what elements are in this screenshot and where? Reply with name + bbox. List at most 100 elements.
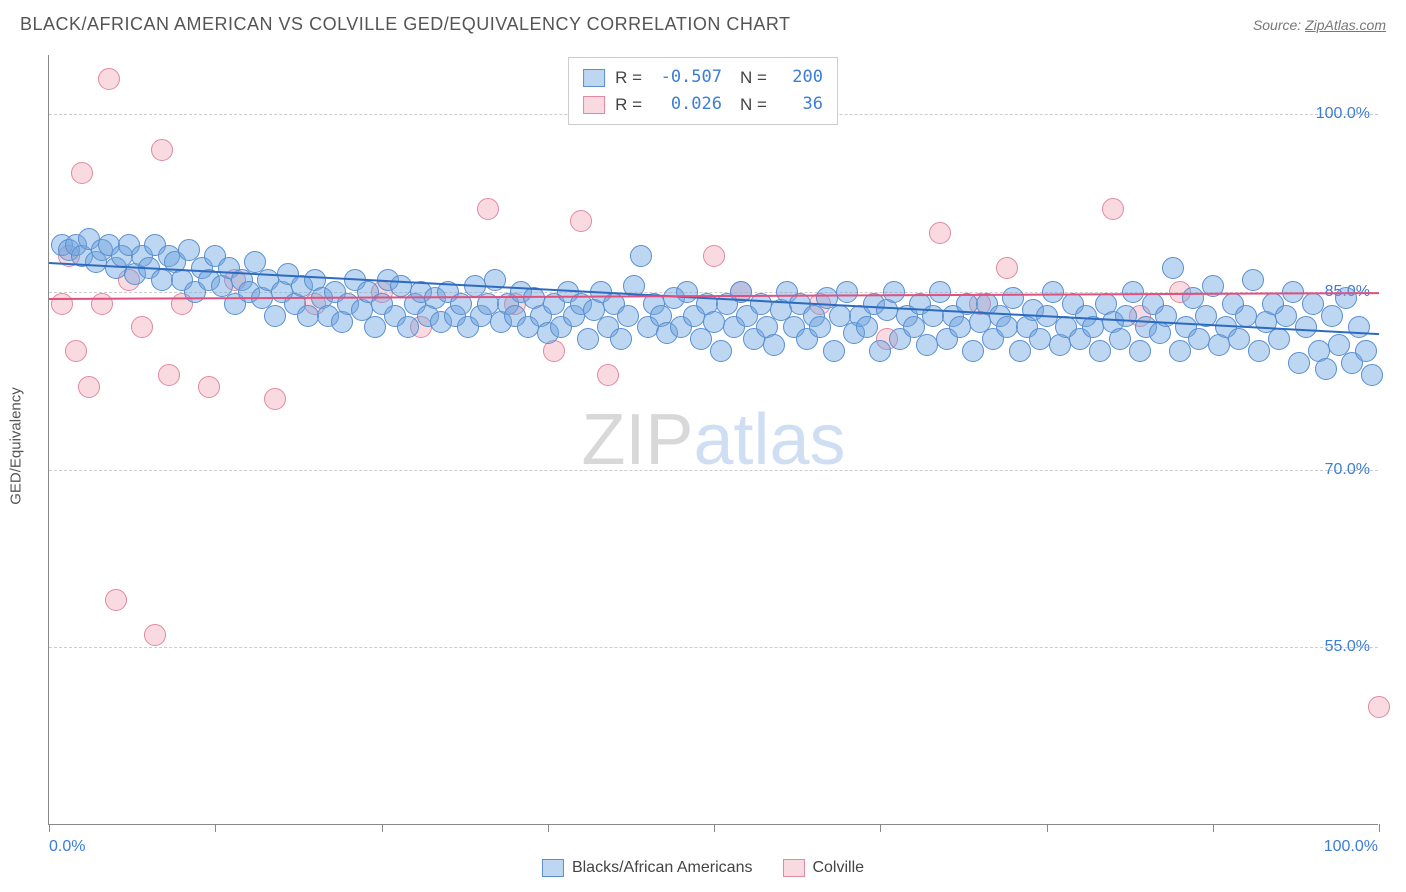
data-point [703,311,725,333]
y-tick-label: 100.0% [1316,105,1370,123]
legend-swatch [782,859,804,877]
data-point [1248,340,1270,362]
data-point [996,257,1018,279]
data-point [1335,287,1357,309]
data-point [1361,364,1383,386]
legend-item: Blacks/African Americans [542,859,753,877]
data-point [630,245,652,267]
data-point [158,364,180,386]
legend-swatch [542,859,564,877]
y-axis-title: GED/Equivalency [8,387,25,505]
data-point [1009,340,1031,362]
data-point [809,316,831,338]
data-point [1042,281,1064,303]
data-point [98,68,120,90]
data-point [1162,257,1184,279]
data-point [962,340,984,362]
x-tick [714,824,715,832]
legend-correlation: R =-0.507N =200R =0.026N =36 [568,57,838,125]
gridline [49,470,1378,471]
legend-swatch [583,69,605,87]
y-tick-label: 55.0% [1325,638,1370,656]
data-point [151,139,173,161]
data-point [297,305,319,327]
data-point [1115,305,1137,327]
legend-series: Blacks/African Americans Colville [542,859,864,877]
legend-swatch [583,96,605,114]
data-point [676,281,698,303]
data-point [131,316,153,338]
legend-row: R =0.026N =36 [583,91,823,118]
data-point [51,293,73,315]
data-point [996,316,1018,338]
data-point [1355,340,1377,362]
data-point [1169,340,1191,362]
x-tick [382,824,383,832]
plot-area: ZIPatlas 55.0%70.0%85.0%100.0%0.0%100.0% [48,55,1378,825]
data-point [763,334,785,356]
x-tick [49,824,50,832]
data-point [1315,358,1337,380]
data-point [929,281,951,303]
data-point [144,624,166,646]
data-point [1029,328,1051,350]
data-point [198,376,220,398]
data-point [1321,305,1343,327]
data-point [1268,328,1290,350]
data-point [65,340,87,362]
x-axis-max-label: 100.0% [1324,838,1378,856]
data-point [364,316,386,338]
data-point [916,334,938,356]
data-point [570,210,592,232]
legend-label: Blacks/African Americans [572,859,753,877]
y-tick-label: 70.0% [1325,461,1370,479]
data-point [577,328,599,350]
x-tick [215,824,216,832]
data-point [105,589,127,611]
data-point [1228,328,1250,350]
legend-item: Colville [782,859,864,877]
data-point [1102,198,1124,220]
data-point [78,376,100,398]
data-point [1122,281,1144,303]
data-point [617,305,639,327]
x-tick [1047,824,1048,832]
data-point [1002,287,1024,309]
data-point [1129,340,1151,362]
data-point [1368,696,1390,718]
gridline [49,647,1378,648]
data-point [71,162,93,184]
data-point [703,245,725,267]
data-point [1302,293,1324,315]
data-point [1235,305,1257,327]
data-point [710,340,732,362]
data-point [597,364,619,386]
legend-label: Colville [812,859,864,877]
data-point [690,328,712,350]
data-point [151,269,173,291]
x-tick [548,824,549,832]
data-point [1109,328,1131,350]
data-point [397,316,419,338]
data-point [1242,269,1264,291]
data-point [1089,340,1111,362]
data-point [869,340,891,362]
chart-title: BLACK/AFRICAN AMERICAN VS COLVILLE GED/E… [20,14,791,35]
source-link[interactable]: ZipAtlas.com [1305,17,1386,33]
x-tick [1379,824,1380,832]
data-point [1348,316,1370,338]
x-tick [1213,824,1214,832]
data-point [477,198,499,220]
legend-row: R =-0.507N =200 [583,64,823,91]
data-point [610,328,632,350]
data-point [883,281,905,303]
data-point [1275,305,1297,327]
watermark: ZIPatlas [581,399,845,481]
x-tick [880,824,881,832]
data-point [836,281,858,303]
data-point [264,388,286,410]
data-point [264,305,286,327]
data-point [91,293,113,315]
data-point [929,222,951,244]
data-point [949,316,971,338]
